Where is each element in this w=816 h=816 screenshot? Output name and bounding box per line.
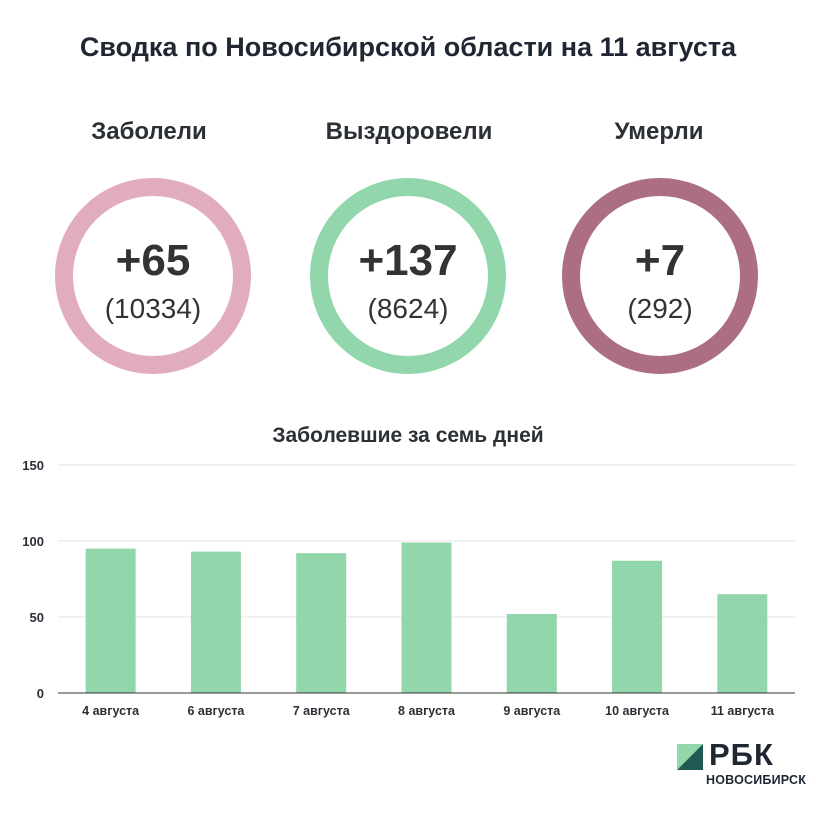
ring-recovered: +137 (8624) bbox=[310, 178, 506, 374]
x-tick-label: 9 августа bbox=[503, 704, 561, 718]
y-tick-label: 150 bbox=[22, 458, 44, 473]
bar bbox=[717, 594, 768, 693]
x-tick-label: 8 августа bbox=[398, 704, 456, 718]
brand-subtitle: НОВОСИБИРСК bbox=[706, 773, 807, 787]
bar bbox=[401, 542, 452, 693]
y-tick-label: 0 bbox=[37, 686, 44, 701]
x-tick-label: 11 августа bbox=[711, 704, 775, 718]
page-title: Сводка по Новосибирской области на 11 ав… bbox=[79, 32, 737, 62]
y-tick-label: 100 bbox=[22, 534, 44, 549]
bar bbox=[85, 548, 136, 693]
x-tick-label: 4 августа bbox=[82, 704, 140, 718]
chart-title: Заболевшие за семь дней bbox=[272, 424, 544, 447]
bar-chart: 0 50 100 150 4 августа 6 августа 7 августа 8 ав… bbox=[22, 458, 795, 718]
x-tick-label: 10 августа bbox=[605, 704, 670, 718]
stat-total-recovered: (8624) bbox=[367, 293, 449, 324]
brand-name: РБК bbox=[709, 737, 774, 772]
stat-label-infected: Заболели bbox=[91, 118, 207, 145]
y-tick-label: 50 bbox=[30, 610, 44, 625]
ring-deaths: +7 (292) bbox=[562, 178, 758, 374]
bar bbox=[612, 560, 663, 693]
stat-label-recovered: Выздоровели bbox=[325, 118, 493, 145]
stat-total-deaths: (292) bbox=[627, 293, 693, 324]
x-tick-label: 7 августа bbox=[293, 704, 351, 718]
bar bbox=[506, 613, 557, 693]
stat-delta-infected: +65 bbox=[115, 236, 191, 285]
stat-delta-recovered: +137 bbox=[358, 236, 458, 285]
stat-label-deaths: Умерли bbox=[614, 118, 704, 145]
x-tick-label: 6 августа bbox=[187, 704, 245, 718]
bar bbox=[296, 553, 347, 693]
stat-total-infected: (10334) bbox=[104, 293, 202, 324]
bar bbox=[190, 551, 241, 693]
stat-delta-deaths: +7 bbox=[634, 236, 686, 285]
rbc-logo-icon bbox=[677, 744, 703, 770]
ring-infected: +65 (10334) bbox=[55, 178, 251, 374]
